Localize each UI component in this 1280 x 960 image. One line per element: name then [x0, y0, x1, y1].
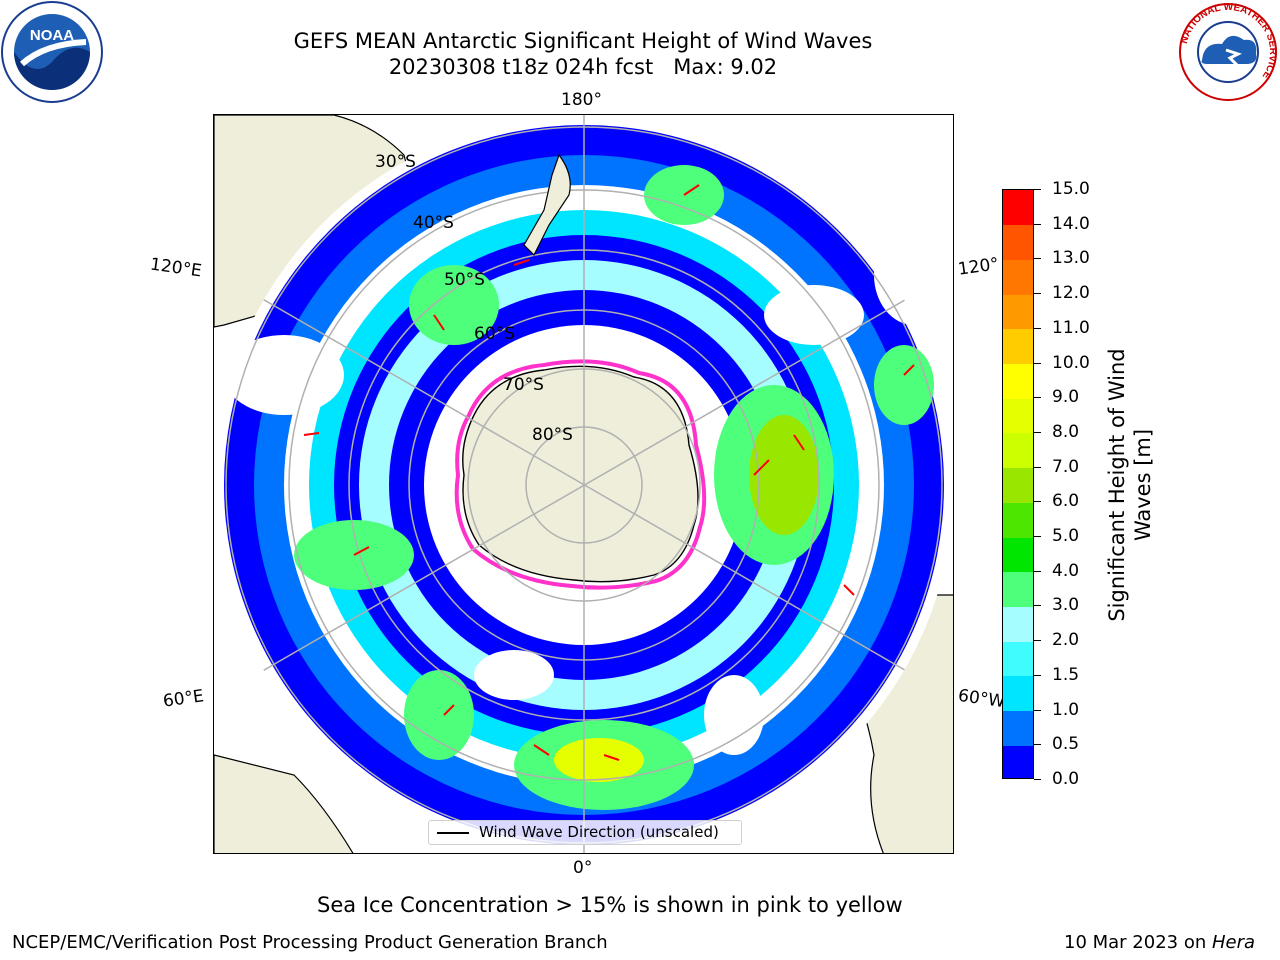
footer-date: 10 Mar 2023 on Hera	[1064, 932, 1255, 954]
map-legend: Wind Wave Direction (unscaled)	[428, 820, 742, 845]
colorbar-tick	[1034, 674, 1041, 676]
noaa-logo: NOAA	[0, 0, 104, 104]
footer-branch: NCEP/EMC/Verification Post Processing Pr…	[12, 932, 608, 953]
colorbar-label: Significant Height of Wind Waves [m]	[1104, 348, 1156, 621]
colorbar-tick-label: 0.0	[1052, 769, 1080, 789]
colorbar-segment	[1003, 502, 1033, 538]
colorbar-tick	[1034, 397, 1041, 399]
colorbar-segment	[1003, 190, 1033, 226]
antarctica-land	[462, 365, 699, 583]
colorbar-tick	[1034, 293, 1041, 295]
colorbar-tick	[1034, 536, 1041, 538]
colorbar-tick	[1034, 744, 1041, 746]
colorbar-tick-label: 5.0	[1052, 526, 1080, 547]
lon-label-upper-left: 120°E	[148, 254, 203, 282]
sea-ice-note: Sea Ice Concentration > 15% is shown in …	[317, 893, 903, 917]
colorbar-tick-label: 0.5	[1052, 734, 1080, 755]
map-panel: Wind Wave Direction (unscaled)	[213, 114, 954, 854]
lat-label-80s: 80°S	[532, 425, 573, 445]
colorbar-label-line1: Significant Height of Wind	[1105, 348, 1129, 622]
colorbar-tick-label: 9.0	[1052, 387, 1080, 408]
colorbar-segment	[1003, 606, 1033, 642]
map-canvas	[214, 115, 953, 853]
colorbar-tick	[1034, 189, 1041, 190]
colorbar-segment	[1003, 259, 1033, 295]
sea-ice-edge	[454, 359, 707, 590]
colorbar-tick	[1034, 327, 1041, 329]
colorbar-segment	[1003, 467, 1033, 503]
wind-wave-arrows	[303, 184, 915, 761]
colorbar-tick-label: 3.0	[1052, 595, 1080, 616]
colorbar-tick	[1034, 570, 1041, 572]
colorbar-segment	[1003, 537, 1033, 573]
chart-title: GEFS MEAN Antarctic Significant Height o…	[293, 29, 873, 53]
lon-label-lower-left: 60°E	[161, 686, 206, 712]
colorbar-segment	[1003, 710, 1033, 746]
colorbar-segment	[1003, 294, 1033, 330]
africa-land	[214, 754, 354, 853]
colorbar-tick	[1034, 258, 1041, 260]
colorbar-tick-label: 4.0	[1052, 560, 1080, 581]
colorbar-tick	[1034, 640, 1041, 642]
lon-label-lower-right: 60°W	[956, 685, 1007, 713]
lon-label-upper-right: 120°	[956, 254, 1001, 280]
lat-label-60s: 60°S	[474, 324, 515, 344]
colorbar-tick	[1034, 431, 1041, 433]
lat-label-70s: 70°S	[503, 375, 544, 395]
colorbar-tick	[1034, 779, 1041, 780]
colorbar-tick	[1034, 223, 1041, 225]
colorbar-tick-label: 1.5	[1052, 664, 1080, 685]
chart-subtitle: 20230308 t18z 024h fcst Max: 9.02	[388, 55, 778, 79]
colorbar-tick-label: 2.0	[1052, 630, 1080, 651]
colorbar-tick-label: 7.0	[1052, 456, 1080, 477]
new-zealand-land	[523, 153, 571, 257]
colorbar-segment	[1003, 571, 1033, 607]
lon-label-top: 180°	[561, 90, 602, 110]
colorbar-tick-label: 6.0	[1052, 491, 1080, 512]
footer-date-text: 10 Mar 2023 on	[1064, 932, 1212, 953]
colorbar-segment	[1003, 328, 1033, 365]
colorbar-segment	[1003, 398, 1033, 434]
footer-machine: Hera	[1211, 932, 1256, 953]
colorbar-segment	[1003, 224, 1033, 260]
colorbar-tick-label: 11.0	[1052, 317, 1090, 338]
colorbar-tick	[1034, 362, 1041, 364]
lat-label-50s: 50°S	[444, 270, 485, 290]
colorbar-tick-label: 1.0	[1052, 699, 1080, 720]
colorbar-segment	[1003, 363, 1033, 399]
nws-logo: NATIONAL WEATHER SERVICE	[1178, 2, 1278, 102]
colorbar-tick-label: 15.0	[1052, 179, 1090, 199]
colorbar-tick	[1034, 709, 1041, 711]
colorbar-tick	[1034, 501, 1041, 503]
noaa-logo-text: NOAA	[30, 27, 74, 44]
lon-label-bottom: 0°	[573, 858, 593, 878]
colorbar-segment	[1003, 745, 1033, 778]
lat-label-30s: 30°S	[375, 152, 416, 172]
legend-label: Wind Wave Direction (unscaled)	[479, 823, 719, 841]
colorbar-label-line2: Waves [m]	[1131, 428, 1155, 542]
colorbar-segment	[1003, 675, 1033, 712]
colorbar-tick-label: 8.0	[1052, 421, 1080, 442]
colorbar-segment	[1003, 432, 1033, 469]
colorbar-tick	[1034, 605, 1041, 607]
colorbar-tick-label: 12.0	[1052, 283, 1090, 304]
colorbar-tick-label: 13.0	[1052, 248, 1090, 269]
colorbar-segment	[1003, 641, 1033, 677]
lat-label-40s: 40°S	[413, 213, 454, 233]
colorbar	[1002, 189, 1034, 779]
colorbar-tick-label: 14.0	[1052, 213, 1090, 234]
colorbar-tick	[1034, 466, 1041, 468]
colorbar-tick-label: 10.0	[1052, 352, 1090, 373]
legend-line-swatch	[437, 832, 469, 834]
